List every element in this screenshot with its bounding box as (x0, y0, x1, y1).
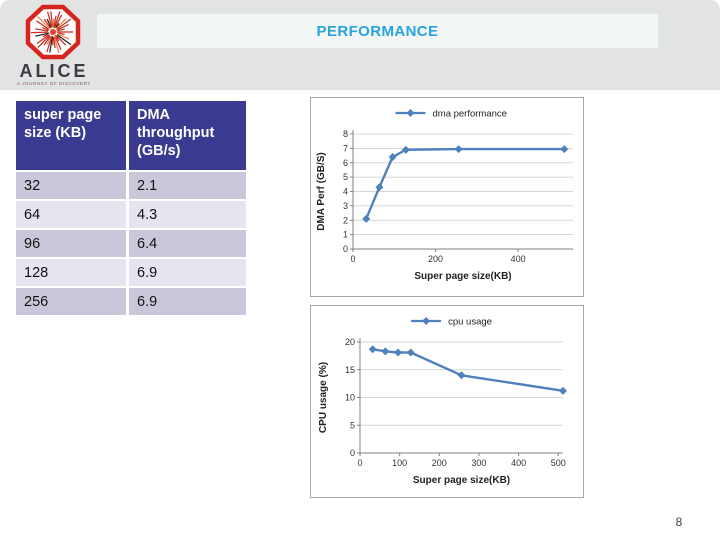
table-cell: 6.4 (129, 230, 246, 257)
x-axis-title: Super page size(KB) (414, 271, 511, 282)
header-bar: PERFORMANCE (97, 14, 658, 48)
y-tick-label: 5 (350, 420, 355, 430)
logo-tagline: A JOURNEY OF DISCOVERY (17, 81, 91, 86)
table-header-row: super page size (KB) DMA throughput (GB/… (16, 101, 246, 170)
x-axis-title: Super page size(KB) (413, 475, 510, 486)
dma-throughput-table: super page size (KB) DMA throughput (GB/… (13, 99, 249, 317)
column-header-super-page-size: super page size (KB) (16, 101, 126, 170)
legend-label: dma performance (433, 109, 507, 120)
diamond-marker (457, 371, 466, 380)
column-header-dma-throughput: DMA throughput (GB/s) (129, 101, 246, 170)
x-tick-label: 300 (471, 458, 486, 468)
diamond-marker (560, 145, 569, 154)
diamond-marker (406, 348, 415, 357)
y-tick-label: 15 (345, 365, 355, 375)
logo-name: ALICE (19, 61, 89, 81)
table-cell: 96 (16, 230, 126, 257)
y-tick-label: 5 (343, 172, 348, 182)
x-tick-label: 100 (392, 458, 407, 468)
legend-label: cpu usage (448, 317, 492, 328)
diamond-marker (559, 386, 567, 395)
dma-performance-chart: 0 1 2 3 4 5 6 7 8 0 200 400 dma performance Super pag… (310, 97, 584, 297)
table-row: 128 6.9 (16, 259, 246, 286)
y-tick-label: 2 (343, 215, 348, 225)
y-tick-label: 4 (343, 187, 348, 197)
table-cell: 4.3 (129, 201, 246, 228)
table-cell: 128 (16, 259, 126, 286)
table-row: 96 6.4 (16, 230, 246, 257)
dma-performance-plot: 0 1 2 3 4 5 6 7 8 0 200 400 dma performance Super pag… (316, 109, 573, 282)
diamond-marker (375, 183, 384, 192)
diamond-marker (368, 345, 377, 354)
x-tick-label: 200 (432, 458, 447, 468)
series-line (365, 147, 565, 220)
table-row: 32 2.1 (16, 172, 246, 199)
y-tick-label: 6 (343, 158, 348, 168)
page-number: 8 (675, 515, 683, 529)
table-cell: 2.1 (129, 172, 246, 199)
table-cell: 64 (16, 201, 126, 228)
page-title: PERFORMANCE (316, 22, 439, 40)
diamond-marker (454, 145, 463, 154)
x-tick-label: 400 (511, 254, 526, 264)
table-row: 64 4.3 (16, 201, 246, 228)
table-cell: 6.9 (129, 259, 246, 286)
y-tick-label: 0 (343, 244, 348, 254)
x-tick-label: 500 (551, 458, 566, 468)
y-tick-label: 20 (345, 337, 355, 347)
table-cell: 256 (16, 288, 126, 315)
table-cell: 6.9 (129, 288, 246, 315)
table-row: 256 6.9 (16, 288, 246, 315)
y-tick-label: 7 (343, 143, 348, 153)
cpu-usage-chart: 0 5 10 15 20 0 100 200 300 400 500 cpu usage Super p… (310, 305, 584, 498)
alice-logo: ALICE A JOURNEY OF DISCOVERY (4, 2, 104, 86)
diamond-marker (388, 153, 397, 161)
diamond-marker (394, 348, 403, 357)
x-tick-label: 400 (511, 458, 526, 468)
diamond-marker (362, 214, 371, 223)
legend-marker (406, 109, 415, 117)
table-body: 32 2.1 64 4.3 96 6.4 128 6.9 256 6.9 (16, 172, 246, 315)
diamond-marker (401, 145, 410, 154)
y-tick-label: 10 (345, 393, 355, 403)
table-cell: 32 (16, 172, 126, 199)
diamond-marker (381, 347, 390, 356)
alice-starburst-icon (25, 4, 81, 60)
legend-marker (422, 317, 431, 325)
y-tick-label: 3 (343, 201, 348, 211)
x-tick-label: 0 (357, 458, 362, 468)
x-tick-label: 0 (350, 254, 355, 264)
y-axis-title: CPU usage (%) (318, 362, 329, 433)
y-tick-label: 1 (343, 230, 348, 240)
y-tick-label: 0 (350, 448, 355, 458)
x-tick-label: 200 (428, 254, 443, 264)
y-axis-title: DMA Perf (GB/S) (316, 152, 327, 231)
y-tick-label: 8 (343, 129, 348, 139)
